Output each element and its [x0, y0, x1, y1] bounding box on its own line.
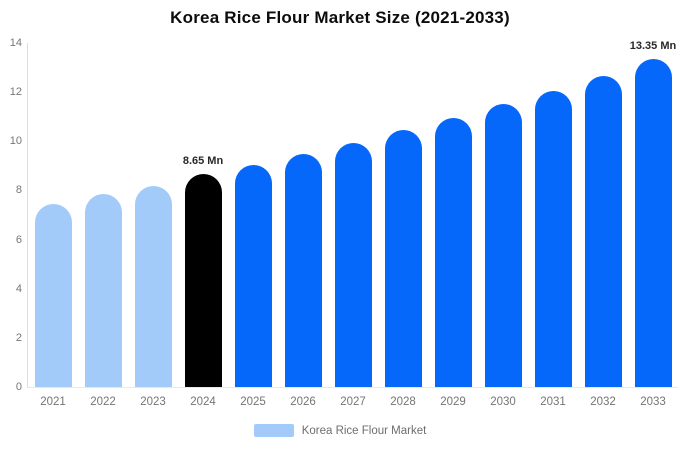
bar-2028 [384, 130, 422, 387]
bar-slot-2030 [478, 43, 528, 387]
y-tick-4: 4 [15, 282, 22, 295]
x-tick-2033: 2033 [640, 396, 666, 408]
x-tick-2027: 2027 [340, 396, 366, 408]
bar-slot-2026 [278, 43, 328, 387]
bar-slot-2033: 13.35 Mn [628, 40, 678, 387]
data-label-2024: 8.65 Mn [182, 155, 224, 168]
bar-2027 [334, 142, 372, 387]
y-tick-12: 12 [9, 86, 22, 99]
legend-item[interactable]: Korea Rice Flour Market [0, 424, 680, 437]
bar-slot-2025 [228, 43, 278, 387]
bar-2026 [284, 153, 322, 387]
x-tick-2032: 2032 [590, 396, 616, 408]
x-axis-baseline [27, 387, 678, 388]
legend-swatch [253, 424, 294, 437]
x-tick-2028: 2028 [390, 396, 416, 408]
bar-2021 [34, 203, 72, 387]
bar-slot-2027 [328, 43, 378, 387]
y-tick-0: 0 [15, 381, 22, 393]
bar-2029 [434, 117, 472, 387]
y-axis-line [27, 43, 28, 387]
bar-slot-2031 [528, 43, 578, 387]
x-axis-tick-labels: 2021 2022 2023 2024 2025 2026 2027 2028 2029 2030… [28, 396, 678, 408]
bar-2022 [84, 194, 122, 387]
x-tick-2024: 2024 [190, 396, 216, 408]
bar-slot-2028 [378, 43, 428, 387]
x-tick-2022: 2022 [90, 396, 116, 408]
legend-label: Korea Rice Flour Market [301, 424, 427, 437]
data-label-2033: 13.35 Mn [629, 39, 677, 52]
bar-slot-2032 [578, 43, 628, 387]
y-tick-14: 14 [9, 37, 22, 49]
y-tick-6: 6 [15, 233, 22, 246]
bar-2024: 8.65 Mn [183, 155, 223, 387]
x-tick-2026: 2026 [290, 396, 316, 408]
chart-title: Korea Rice Flour Market Size (2021-2033) [170, 8, 510, 27]
bar-slot-2022 [78, 43, 128, 387]
y-tick-2: 2 [15, 331, 22, 344]
x-tick-2025: 2025 [240, 396, 266, 408]
x-tick-2031: 2031 [540, 396, 566, 408]
bars-area: 8.65 Mn 13.35 Mn [28, 40, 678, 387]
x-tick-2021: 2021 [40, 396, 66, 408]
bar-2023 [134, 185, 172, 387]
y-tick-8: 8 [15, 184, 22, 197]
bar-slot-2021 [28, 43, 78, 387]
bar-2025 [234, 164, 272, 387]
bar-slot-2029 [428, 43, 478, 387]
x-tick-2023: 2023 [140, 396, 166, 408]
x-tick-2029: 2029 [440, 396, 466, 408]
bar-2032 [584, 76, 622, 387]
bar-2033: 13.35 Mn [630, 40, 676, 387]
bar-2030 [484, 104, 522, 387]
x-tick-2030: 2030 [490, 396, 516, 408]
bar-slot-2023 [128, 43, 178, 387]
bar-slot-2024: 8.65 Mn [178, 43, 228, 387]
bar-2031 [534, 90, 572, 387]
y-tick-10: 10 [9, 135, 22, 148]
